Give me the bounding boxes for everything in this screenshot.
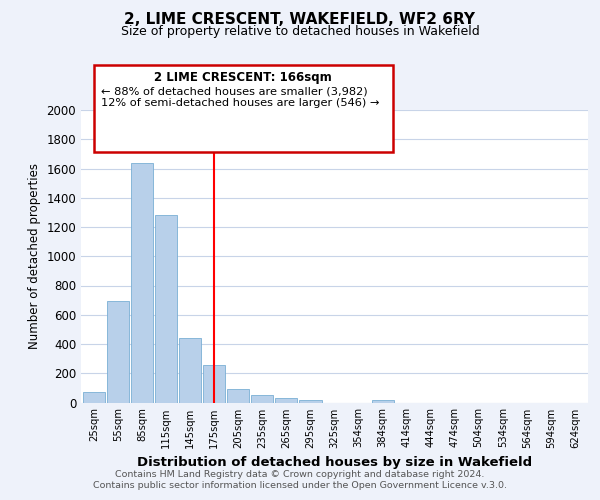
Text: 12% of semi-detached houses are larger (546) →: 12% of semi-detached houses are larger (… bbox=[101, 98, 379, 108]
Bar bbox=[155, 214, 178, 402]
Y-axis label: Number of detached properties: Number of detached properties bbox=[28, 163, 41, 349]
Text: Size of property relative to detached houses in Wakefield: Size of property relative to detached ho… bbox=[121, 25, 479, 38]
Bar bbox=[203, 365, 226, 403]
Text: 2 LIME CRESCENT: 166sqm: 2 LIME CRESCENT: 166sqm bbox=[154, 71, 332, 84]
Bar bbox=[299, 400, 322, 402]
Bar bbox=[131, 164, 154, 402]
Bar bbox=[275, 398, 298, 402]
Bar bbox=[251, 395, 274, 402]
Text: Contains public sector information licensed under the Open Government Licence v.: Contains public sector information licen… bbox=[93, 481, 507, 490]
Bar bbox=[83, 392, 105, 402]
X-axis label: Distribution of detached houses by size in Wakefield: Distribution of detached houses by size … bbox=[137, 456, 532, 469]
Bar bbox=[371, 400, 394, 402]
Text: 2, LIME CRESCENT, WAKEFIELD, WF2 6RY: 2, LIME CRESCENT, WAKEFIELD, WF2 6RY bbox=[125, 12, 476, 28]
Text: ← 88% of detached houses are smaller (3,982): ← 88% of detached houses are smaller (3,… bbox=[101, 86, 367, 96]
Text: Contains HM Land Registry data © Crown copyright and database right 2024.: Contains HM Land Registry data © Crown c… bbox=[115, 470, 485, 479]
Bar bbox=[179, 338, 202, 402]
Bar bbox=[227, 390, 250, 402]
Bar bbox=[107, 301, 129, 402]
